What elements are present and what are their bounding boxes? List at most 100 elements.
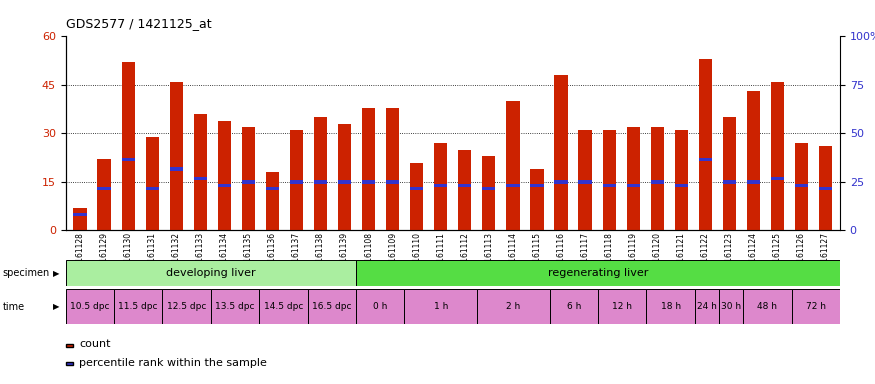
Text: 13.5 dpc: 13.5 dpc <box>215 302 255 311</box>
Bar <box>218 121 231 230</box>
Bar <box>114 289 163 324</box>
Bar <box>338 124 351 230</box>
Bar <box>699 158 712 161</box>
Bar <box>530 184 543 187</box>
Bar <box>819 187 832 190</box>
Text: specimen: specimen <box>3 268 50 278</box>
Text: 2 h: 2 h <box>506 302 521 311</box>
Text: 16.5 dpc: 16.5 dpc <box>312 302 352 311</box>
Bar <box>647 289 695 324</box>
Bar <box>362 108 375 230</box>
Bar <box>66 260 356 286</box>
Bar <box>555 75 568 230</box>
Text: 10.5 dpc: 10.5 dpc <box>70 302 109 311</box>
Bar <box>386 108 399 230</box>
Bar <box>163 289 211 324</box>
Bar <box>482 187 495 190</box>
Bar <box>242 127 255 230</box>
Bar <box>603 130 616 230</box>
Bar <box>145 187 159 190</box>
Bar <box>122 158 135 161</box>
Text: ▶: ▶ <box>53 302 60 311</box>
Bar <box>626 127 640 230</box>
Bar <box>259 289 308 324</box>
Text: time: time <box>3 302 24 312</box>
Bar <box>66 289 114 324</box>
Bar <box>794 184 808 187</box>
Bar <box>723 117 736 230</box>
Bar <box>771 82 784 230</box>
Bar <box>404 289 477 324</box>
Bar <box>193 114 206 230</box>
Text: 1 h: 1 h <box>433 302 448 311</box>
Bar <box>211 289 259 324</box>
Bar <box>290 180 303 184</box>
Bar <box>242 180 255 184</box>
Bar <box>598 289 647 324</box>
Text: 14.5 dpc: 14.5 dpc <box>263 302 303 311</box>
Text: 48 h: 48 h <box>758 302 777 311</box>
Text: 11.5 dpc: 11.5 dpc <box>118 302 158 311</box>
Bar <box>477 289 550 324</box>
Bar <box>386 180 399 184</box>
Text: percentile rank within the sample: percentile rank within the sample <box>79 358 267 368</box>
Bar <box>356 289 404 324</box>
Bar <box>97 159 111 230</box>
Bar <box>434 143 447 230</box>
Text: 6 h: 6 h <box>567 302 581 311</box>
Bar <box>170 167 183 170</box>
Bar <box>122 62 135 230</box>
Bar <box>675 130 688 230</box>
Text: 18 h: 18 h <box>661 302 681 311</box>
Bar <box>482 156 495 230</box>
Bar <box>578 180 592 184</box>
Bar <box>719 289 743 324</box>
Bar <box>771 177 784 180</box>
Bar <box>699 59 712 230</box>
Bar <box>362 180 375 184</box>
Bar <box>170 82 183 230</box>
Bar <box>675 184 688 187</box>
Bar <box>410 162 424 230</box>
Bar <box>695 289 719 324</box>
Bar <box>507 184 520 187</box>
Text: 24 h: 24 h <box>697 302 717 311</box>
Text: 30 h: 30 h <box>721 302 741 311</box>
Bar <box>74 213 87 216</box>
Bar <box>97 187 111 190</box>
Bar <box>218 184 231 187</box>
Bar <box>338 180 351 184</box>
Bar <box>603 184 616 187</box>
Text: developing liver: developing liver <box>166 268 256 278</box>
Bar <box>651 180 664 184</box>
Bar <box>651 127 664 230</box>
Text: 0 h: 0 h <box>373 302 388 311</box>
Bar <box>550 289 598 324</box>
Bar <box>723 180 736 184</box>
Bar <box>410 187 424 190</box>
Text: 12 h: 12 h <box>612 302 633 311</box>
Bar <box>530 169 543 230</box>
Bar <box>458 184 472 187</box>
Bar <box>507 101 520 230</box>
Text: GDS2577 / 1421125_at: GDS2577 / 1421125_at <box>66 17 211 30</box>
Bar <box>356 260 840 286</box>
Bar <box>578 130 592 230</box>
Text: regenerating liver: regenerating liver <box>548 268 648 278</box>
Bar <box>555 180 568 184</box>
Text: ▶: ▶ <box>53 268 60 278</box>
Bar <box>193 177 206 180</box>
Bar <box>145 137 159 230</box>
Text: count: count <box>79 339 110 349</box>
Bar <box>266 187 279 190</box>
Bar <box>743 289 792 324</box>
Bar <box>266 172 279 230</box>
Text: 72 h: 72 h <box>806 302 826 311</box>
Bar <box>314 117 327 230</box>
Bar <box>74 208 87 230</box>
Bar <box>794 143 808 230</box>
Bar <box>746 91 760 230</box>
Bar <box>308 289 356 324</box>
Bar <box>626 184 640 187</box>
Bar <box>819 146 832 230</box>
